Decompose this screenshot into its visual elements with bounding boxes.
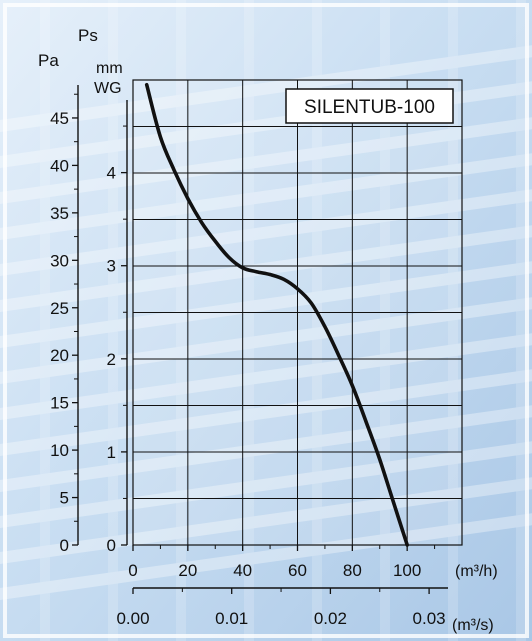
y-tick-label: 35 [50, 204, 69, 223]
y2-tick-label: 2 [107, 350, 116, 369]
background-stripe [108, 0, 118, 641]
x-tick-label: 80 [343, 561, 362, 580]
background-stripe [448, 0, 458, 641]
y2-axis-label-line2: WG [94, 80, 122, 97]
y-axis-label: Pa [38, 51, 59, 70]
grid [132, 79, 463, 546]
x-axis-ticks: 0 20 40 60 80 100 [128, 545, 436, 580]
y-tick-label: 40 [50, 156, 69, 175]
y-tick-label: 5 [60, 489, 69, 508]
series [144, 82, 409, 547]
y2-tick-label: 4 [107, 164, 116, 183]
y-tick-label: 15 [50, 394, 69, 413]
y2-tick-label: 3 [107, 257, 116, 276]
y-tick-label: 10 [50, 441, 69, 460]
background-stripe [244, 0, 254, 641]
y-tick-label: 20 [50, 346, 69, 365]
x2-tick-label: 0.01 [215, 609, 248, 628]
chart-frame [3, 3, 529, 638]
x-axis-unit-label: (m³/h) [455, 563, 498, 580]
x2-tick-label: 0.03 [413, 609, 446, 628]
y-tick-label: 45 [50, 109, 69, 128]
x-tick-label: 40 [233, 561, 252, 580]
y-axis-ticks: 0 5 10 15 20 25 30 35 40 45 [50, 93, 78, 555]
background-stripe [176, 0, 186, 641]
y2-tick-label: 1 [107, 443, 116, 462]
x2-axis-ticks: 0.00 0.01 0.02 0.03 [116, 588, 446, 628]
x2-tick-label: 0.00 [116, 609, 149, 628]
x2-axis-unit-label: (m³/s) [452, 617, 494, 634]
y2-axis-label-line1: mm [96, 60, 123, 77]
y2-axis-ticks: 0 1 2 3 4 [107, 125, 127, 555]
x-tick-label: 20 [178, 561, 197, 580]
y2-tick-label: 0 [107, 536, 116, 555]
background-stripe [0, 513, 532, 600]
axes [77, 85, 448, 589]
series-line [144, 82, 409, 547]
chart-title: SILENTUB-100 [304, 97, 435, 118]
x-tick-label: 60 [288, 561, 307, 580]
background-stripe [380, 0, 390, 641]
x-tick-label: 0 [128, 561, 137, 580]
y-tick-label: 0 [60, 536, 69, 555]
background-stripe [516, 0, 526, 641]
y-tick-label: 30 [50, 251, 69, 270]
x-tick-label: 100 [393, 561, 421, 580]
x2-tick-label: 0.02 [314, 609, 347, 628]
background-stripe [312, 0, 322, 641]
background-stripe [40, 0, 50, 641]
model-label-box [285, 88, 454, 124]
y-tick-label: 25 [50, 299, 69, 318]
y-axis-label-top: Ps [78, 26, 98, 45]
